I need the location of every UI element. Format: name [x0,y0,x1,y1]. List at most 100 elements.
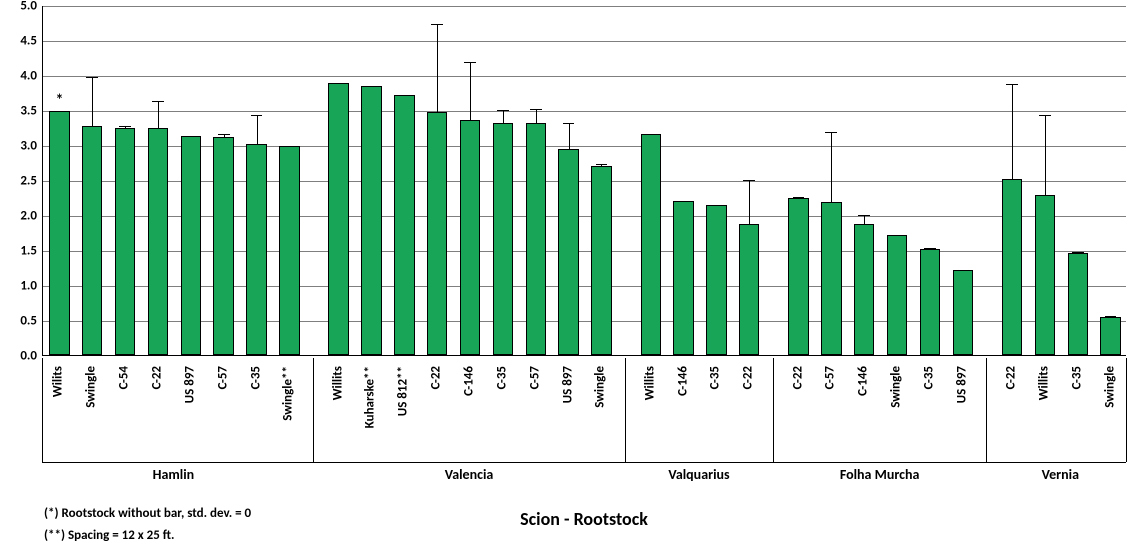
x-tick-label: US 812** [396,366,411,416]
footnote: (**) Spacing = 12 x 25 ft. [44,528,175,543]
error-cap [891,235,903,236]
x-tick-label: US 897 [560,366,575,403]
y-tick-label: 2.0 [20,209,43,224]
bar [493,123,513,355]
x-tick-label: C-22 [149,366,164,389]
x-tick-label: Swingle [593,366,608,408]
error-cap [858,215,870,216]
y-tick-label: 5.0 [20,0,43,14]
y-tick-label: 0.5 [20,314,43,329]
bar [558,149,578,356]
bar [328,83,348,355]
plot-area: 0.00.51.01.52.02.53.03.54.04.55.0* [42,6,1126,356]
group-baseline [978,462,986,463]
x-tick-label: C-57 [823,366,838,389]
bar [213,137,233,355]
y-tick-label: 0.0 [20,349,43,364]
x-tick-label: C-35 [494,366,509,389]
y-tick-label: 1.5 [20,244,43,259]
error-cap [596,164,608,165]
error-cap [185,136,197,137]
group-baseline [313,462,321,463]
error-bar [470,62,471,121]
x-tick-label: C-146 [856,366,871,396]
y-tick-label: 4.5 [20,34,43,49]
gridline [43,41,1126,42]
bar [953,270,973,355]
bar [1035,195,1055,355]
asterisk-marker: * [55,91,63,110]
group-baseline [633,462,764,463]
y-tick-label: 4.0 [20,69,43,84]
error-cap [1006,84,1018,85]
bar [246,144,266,355]
error-cap [530,109,542,110]
group-baseline [617,462,625,463]
x-tick-label: C-57 [527,366,542,389]
x-tick-label: C-35 [1069,366,1084,389]
bar [279,146,299,355]
x-tick-label: Swingle [84,366,99,408]
error-bar [831,132,832,203]
group-label: Folha Murcha [840,466,920,483]
group-baseline [305,462,313,463]
bar [739,224,759,355]
group-baseline [42,462,305,463]
gridline [43,146,1126,147]
bar [526,123,546,355]
group-separator [625,358,626,462]
bar [887,235,907,355]
bar [1068,253,1088,355]
error-cap [431,24,443,25]
x-tick-label: Swingle** [281,366,296,421]
error-bar [569,123,570,150]
x-tick-label: C-22 [790,366,805,389]
x-tick-label: C-22 [741,366,756,389]
x-tick-label: C-22 [429,366,444,389]
bar [394,95,414,355]
error-cap [86,77,98,78]
error-cap [497,110,509,111]
x-tick-label: C-22 [1004,366,1019,389]
error-cap [152,101,164,102]
error-cap [333,83,345,84]
error-bar [1045,115,1046,196]
error-cap [743,180,755,181]
x-tick-label: Willits [642,366,657,400]
group-label: Vernia [1042,466,1079,483]
error-bar [503,110,504,124]
y-tick-label: 3.5 [20,104,43,119]
y-tick-label: 1.0 [20,279,43,294]
error-cap [825,132,837,133]
error-cap [793,197,805,198]
error-bar [749,180,750,225]
gridline [43,6,1126,7]
error-cap [218,134,230,135]
group-baseline [765,462,773,463]
error-cap [924,248,936,249]
x-tick-label: Wilits [51,366,66,397]
bar [460,120,480,355]
error-bar [864,215,865,226]
bar [1100,317,1120,356]
gridline [43,111,1126,112]
error-bar [92,77,93,127]
x-tick-label: C-146 [462,366,477,396]
group-label: Hamlin [153,466,195,483]
error-cap [1072,252,1084,253]
bar [49,111,69,355]
chart-stage: 0.00.51.01.52.02.53.03.54.04.55.0* Wilit… [0,0,1138,552]
x-tick-label: C-54 [117,366,132,389]
bar [821,202,841,355]
group-separator [313,358,314,462]
x-tick-label: US 897 [182,366,197,403]
error-cap [251,115,263,116]
error-cap [957,270,969,271]
bar [788,198,808,356]
x-tick-label: US 897 [954,366,969,403]
footnote: (*) Rootstock without bar, std. dev. = 0 [44,506,251,521]
x-tick-label: Willits [330,366,345,400]
bar [148,128,168,355]
group-separator [986,358,987,462]
error-cap [464,62,476,63]
